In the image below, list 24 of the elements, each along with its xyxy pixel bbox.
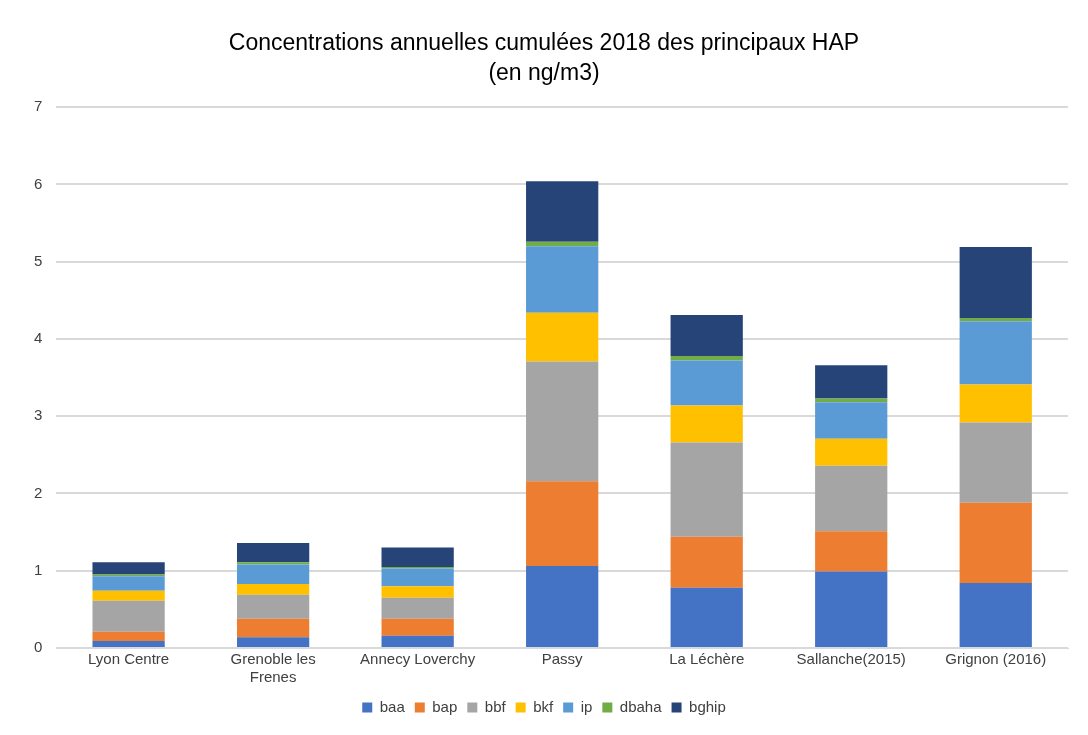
- x-tick-label: Grignon (2016): [945, 650, 1047, 668]
- chart-title: Concentrations annuelles cumulées 2018 des principaux HAP: [228, 29, 860, 56]
- legend-label: ip: [580, 697, 593, 715]
- y-tick-label: 6: [34, 174, 43, 192]
- y-tick-label: 0: [34, 638, 43, 656]
- legend-label: bghip: [689, 697, 726, 715]
- x-tick-label: Lyon Centre: [88, 650, 170, 668]
- x-tick-label: Annecy Loverchy: [360, 650, 476, 668]
- legend-label: dbaha: [619, 697, 663, 715]
- legend-label: bap: [432, 697, 458, 715]
- x-tick-label: Grenoble les Frenes: [230, 650, 316, 686]
- y-tick-label: 1: [34, 560, 43, 578]
- y-tick-label: 3: [34, 406, 43, 424]
- chart-subtitle: (en ng/m3): [488, 58, 600, 85]
- x-tick-label: Passy: [541, 650, 584, 668]
- x-tick-label: Sallanche(2015): [796, 650, 906, 668]
- x-tick-label: La Léchère: [669, 650, 745, 668]
- y-tick-label: 4: [34, 329, 43, 347]
- legend-label: bbf: [484, 697, 507, 715]
- y-tick-label: 7: [34, 97, 43, 115]
- y-tick-label: 2: [34, 483, 43, 501]
- y-tick-label: 5: [34, 251, 43, 269]
- legend-label: baa: [379, 697, 406, 715]
- legend-label: bkf: [533, 697, 554, 715]
